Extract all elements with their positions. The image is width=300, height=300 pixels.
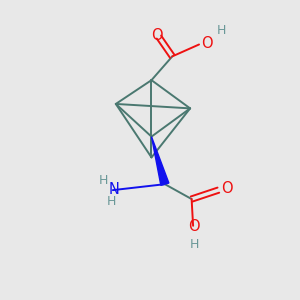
Text: O: O	[151, 28, 162, 43]
Text: H: H	[107, 195, 116, 208]
Text: O: O	[188, 219, 200, 234]
Text: O: O	[202, 35, 213, 50]
Text: N: N	[109, 182, 120, 197]
Polygon shape	[152, 136, 169, 185]
Text: H: H	[217, 24, 226, 37]
Text: O: O	[221, 181, 232, 196]
Text: H: H	[190, 238, 199, 251]
Text: H: H	[99, 174, 109, 187]
